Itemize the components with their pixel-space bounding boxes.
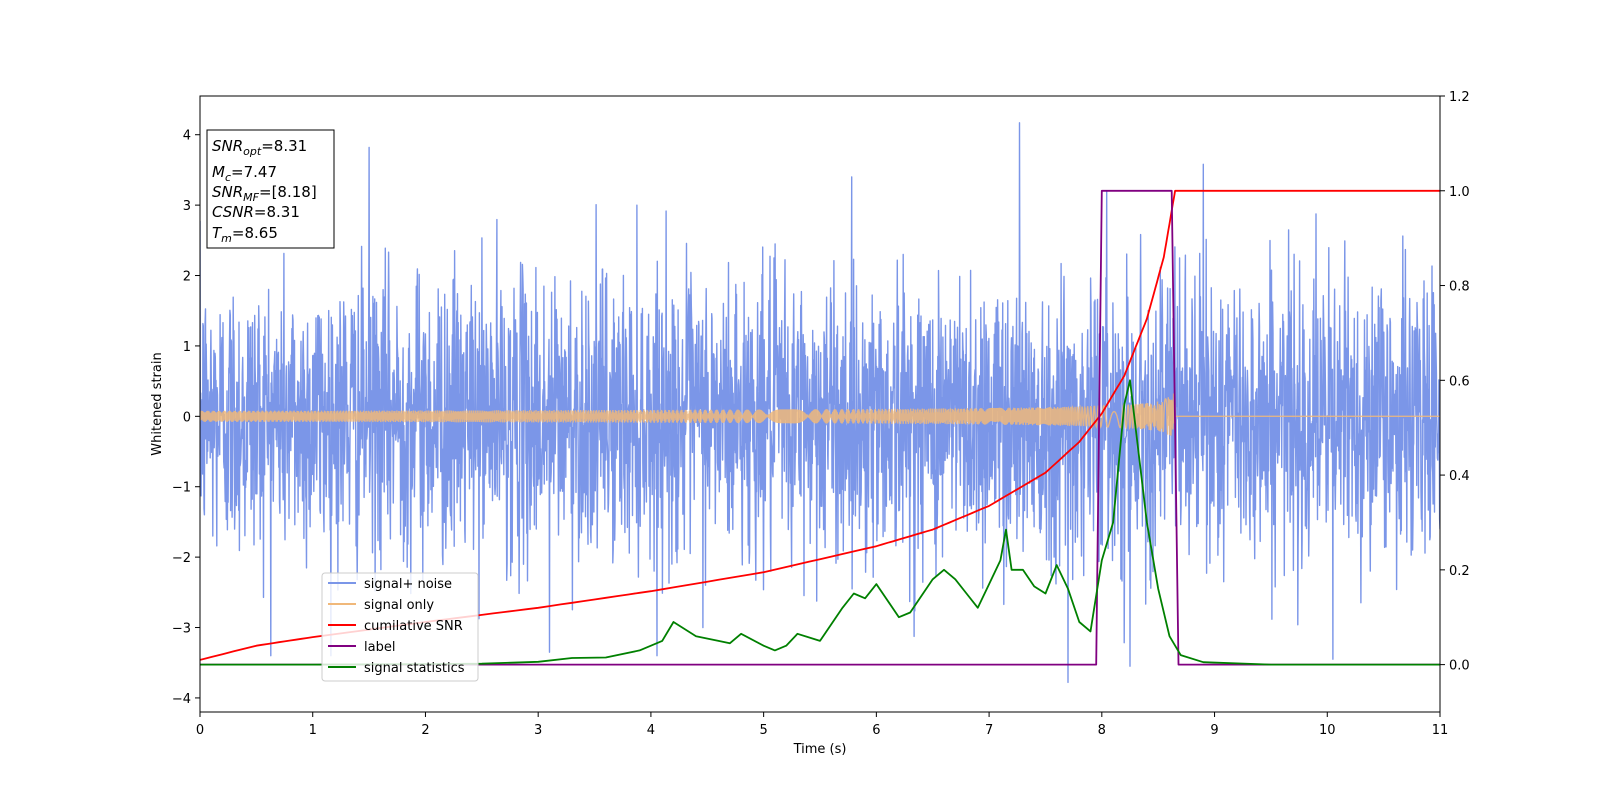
- info-tm: Tm=8.65: [212, 224, 278, 245]
- y-tick-label: 1: [183, 340, 191, 355]
- info-box: SNRopt=8.31 Mc=7.47 SNRMF=[8.18] CSNR=8.…: [206, 129, 335, 249]
- y-tick-label: −3: [172, 622, 191, 637]
- legend-frame: [321, 572, 479, 682]
- legend-label-signal-only: signal only: [364, 598, 434, 613]
- legend-item-signal-only: signal only: [328, 598, 434, 613]
- info-snr-mf: SNRMF=[8.18]: [212, 183, 317, 204]
- y2-tick-label: 0.0: [1449, 659, 1470, 674]
- x-tick-label: 8: [1098, 723, 1106, 738]
- info-csnr: CSNR=8.31: [212, 203, 300, 221]
- x-tick-label: 1: [309, 723, 317, 738]
- x-tick-label: 9: [1210, 723, 1218, 738]
- x-tick-label: 5: [759, 723, 767, 738]
- y-tick-label: −4: [172, 692, 191, 707]
- legend-item-label: label: [328, 640, 395, 655]
- x-tick-label: 4: [647, 723, 655, 738]
- y-axis-left: −4 −3 −2 −1 0 1 2 3 4: [172, 129, 200, 707]
- y-tick-label: 0: [183, 410, 191, 425]
- y2-tick-label: 0.2: [1449, 564, 1470, 579]
- legend-item-cumulative-snr: cumilative SNR: [328, 619, 463, 634]
- x-axis: 0 1 2 3 4 5 6 7 8 9 10 11: [196, 712, 1448, 738]
- x-tick-label: 0: [196, 723, 204, 738]
- y2-tick-label: 0.6: [1449, 374, 1470, 389]
- x-tick-label: 7: [985, 723, 993, 738]
- x-tick-label: 3: [534, 723, 542, 738]
- signal-only-series: [200, 393, 1440, 436]
- legend-item-signal-noise: signal+ noise: [328, 577, 452, 592]
- y-tick-label: 4: [183, 129, 191, 144]
- x-tick-label: 10: [1319, 723, 1336, 738]
- y2-tick-label: 0.4: [1449, 469, 1470, 484]
- x-tick-label: 6: [872, 723, 880, 738]
- legend-label-signal-noise: signal+ noise: [364, 577, 452, 592]
- y2-tick-label: 1.0: [1449, 185, 1470, 200]
- y-tick-label: 3: [183, 199, 191, 214]
- y2-tick-label: 0.8: [1449, 280, 1470, 295]
- info-box-frame: [206, 129, 335, 249]
- label-line: [200, 189, 1440, 666]
- signal-noise-series: [200, 122, 1440, 684]
- signal-statistics-line: [200, 379, 1440, 666]
- signal-only-line: [200, 393, 1440, 436]
- signal-noise-line: [200, 122, 1440, 684]
- legend: signal+ noise signal only cumilative SNR…: [321, 572, 479, 682]
- x-axis-label: Time (s): [793, 742, 847, 757]
- x-tick-label: 2: [421, 723, 429, 738]
- legend-item-signal-statistics: signal statistics: [328, 661, 465, 676]
- info-mc: Mc=7.47: [212, 163, 277, 184]
- y-tick-label: 2: [183, 270, 191, 285]
- info-snr-opt: SNRopt=8.31: [212, 137, 307, 158]
- y-tick-label: −1: [172, 481, 191, 496]
- legend-label-label: label: [364, 640, 395, 655]
- y2-tick-label: 1.2: [1449, 90, 1470, 105]
- y-axis-label: Whitened strain: [150, 352, 165, 455]
- y-axis-right: 0.0 0.2 0.4 0.6 0.8 1.0 1.2: [1440, 90, 1470, 674]
- axes-frame: [199, 95, 1441, 713]
- legend-label-signal-statistics: signal statistics: [364, 661, 465, 676]
- x-tick-label: 11: [1432, 723, 1449, 738]
- y-tick-label: −2: [172, 551, 191, 566]
- legend-label-cumulative-snr: cumilative SNR: [364, 619, 463, 634]
